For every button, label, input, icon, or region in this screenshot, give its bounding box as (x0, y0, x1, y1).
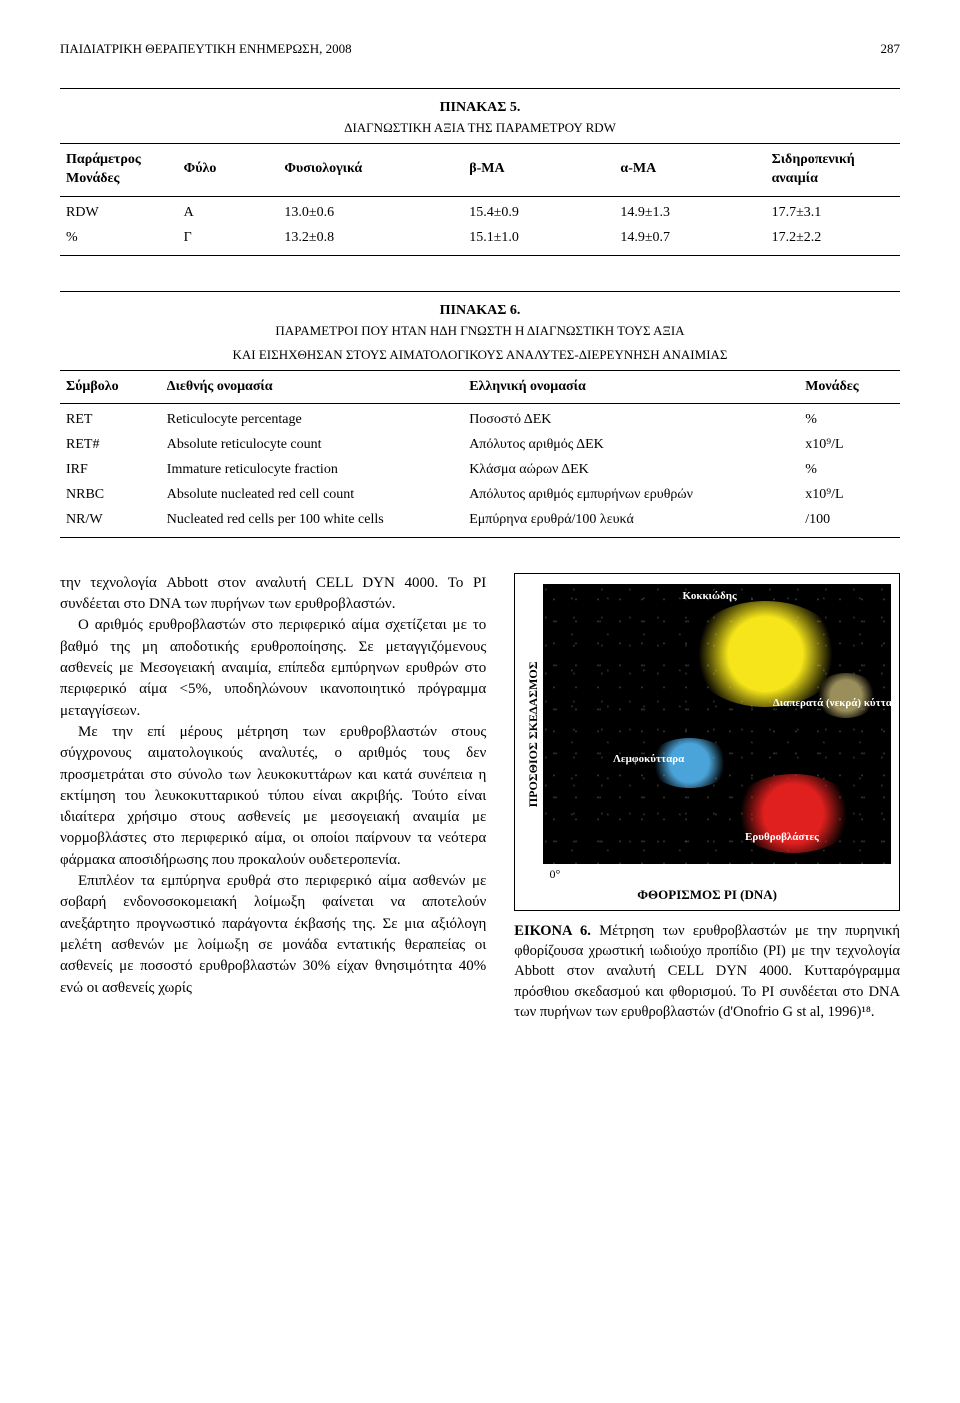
cluster-label-permeable: Διαπερατά (νεκρά) κύτταρα (773, 696, 891, 711)
rule (60, 143, 900, 144)
td: % (799, 458, 900, 483)
table-6: ΠΙΝΑΚΑΣ 6. ΠΑΡΑΜΕΤΡΟΙ ΠΟΥ ΗΤΑΝ ΗΔΗ ΓΝΩΣΤ… (60, 291, 900, 538)
td: Εμπύρηνα ερυθρά/100 λευκά (463, 508, 799, 533)
td: x10⁹/L (799, 433, 900, 458)
th: Φύλο (178, 148, 279, 192)
td: Α (178, 201, 279, 226)
table-5-grid: Παράμετρος Μονάδες Φύλο Φυσιολογικά β-ΜΑ… (60, 148, 900, 192)
table-5-title: ΠΙΝΑΚΑΣ 5. (60, 99, 900, 118)
paragraph: Με την επί μέρους μέτρηση των ερυθροβλασ… (60, 722, 486, 871)
journal-title: ΠΑΙΔΙΑΤΡΙΚΗ ΘΕΡΑΠΕΥΤΙΚΗ ΕΝΗΜΕΡΩΣΗ, 2008 (60, 40, 352, 58)
td: IRF (60, 458, 161, 483)
table-6-subtitle-2: ΚΑΙ ΕΙΣΗΧΘΗΣΑΝ ΣΤΟΥΣ ΑΙΜΑΤΟΛΟΓΙΚΟΥΣ ΑΝΑΛ… (60, 346, 900, 364)
td: RDW (60, 201, 178, 226)
table-row: RDW Α 13.0±0.6 15.4±0.9 14.9±1.3 17.7±3.… (60, 201, 900, 226)
page-header: ΠΑΙΔΙΑΤΡΙΚΗ ΘΕΡΑΠΕΥΤΙΚΗ ΕΝΗΜΕΡΩΣΗ, 2008 … (60, 40, 900, 58)
rule (60, 255, 900, 256)
td: Nucleated red cells per 100 white cells (161, 508, 463, 533)
figure-6-caption-lead: ΕΙΚΟΝΑ 6. (514, 923, 591, 939)
table-row: % Γ 13.2±0.8 15.1±1.0 14.9±0.7 17.2±2.2 (60, 226, 900, 251)
th: β-ΜΑ (463, 148, 614, 192)
paragraph: Ο αριθμός ερυθροβλαστών στο περιφερικό α… (60, 615, 486, 721)
td: 13.2±0.8 (278, 226, 463, 251)
cluster-label-erythroblasts: Ερυθροβλάστες (745, 830, 819, 845)
cluster-label-lymphocytes: Λεμφοκύτταρα (613, 752, 684, 767)
td: 14.9±0.7 (614, 226, 765, 251)
table-row: NR/W Nucleated red cells per 100 white c… (60, 508, 900, 533)
td: Absolute reticulocyte count (161, 433, 463, 458)
td: /100 (799, 508, 900, 533)
td: Ποσοστό ΔΕΚ (463, 408, 799, 433)
td: Reticulocyte percentage (161, 408, 463, 433)
rule (60, 370, 900, 371)
table-row: Παράμετρος Μονάδες Φύλο Φυσιολογικά β-ΜΑ… (60, 148, 900, 192)
body-text: την τεχνολογία Abbott στον αναλυτή CELL … (60, 573, 486, 1022)
rule (60, 291, 900, 292)
td: 15.4±0.9 (463, 201, 614, 226)
th: Φυσιολογικά (278, 148, 463, 192)
table-6-subtitle-1: ΠΑΡΑΜΕΤΡΟΙ ΠΟΥ ΗΤΑΝ ΗΔΗ ΓΝΩΣΤΗ Η ΔΙΑΓΝΩΣ… (60, 322, 900, 340)
figure-column: ΠΡΟΣΘΙΟΣ ΣΚΕΔΑΣΜΟΣ Κοκκιώδης Διαπερατά (ν… (514, 573, 900, 1022)
rule (60, 537, 900, 538)
td: Absolute nucleated red cell count (161, 483, 463, 508)
td: x10⁹/L (799, 483, 900, 508)
td: Κλάσμα αώρων ΔΕΚ (463, 458, 799, 483)
rule (60, 88, 900, 89)
td: 14.9±1.3 (614, 201, 765, 226)
td: Immature reticulocyte fraction (161, 458, 463, 483)
figure-6-frame: ΠΡΟΣΘΙΟΣ ΣΚΕΔΑΣΜΟΣ Κοκκιώδης Διαπερατά (ν… (514, 573, 900, 911)
table-row: NRBC Absolute nucleated red cell count Α… (60, 483, 900, 508)
td: 13.0±0.6 (278, 201, 463, 226)
table-6-grid: Σύμβολο Διεθνής ονομασία Ελληνική ονομασ… (60, 375, 900, 400)
cluster-label-granular: Κοκκιώδης (682, 589, 736, 604)
th: Ελληνική ονομασία (463, 375, 799, 400)
table-row: IRF Immature reticulocyte fraction Κλάσμ… (60, 458, 900, 483)
table-row: RET# Absolute reticulocyte count Απόλυτο… (60, 433, 900, 458)
table-row: RET Reticulocyte percentage Ποσοστό ΔΕΚ … (60, 408, 900, 433)
table-5-body: RDW Α 13.0±0.6 15.4±0.9 14.9±1.3 17.7±3.… (60, 201, 900, 251)
td: % (60, 226, 178, 251)
figure-6-scatter: Κοκκιώδης Διαπερατά (νεκρά) κύτταρα Λεμφοκ… (543, 584, 891, 864)
figure-6-caption: ΕΙΚΟΝΑ 6. Μέτρηση των ερυθροβλαστών με τ… (514, 921, 900, 1022)
td: Γ (178, 226, 279, 251)
th: Παράμετρος Μονάδες (60, 148, 178, 192)
table-row: Σύμβολο Διεθνής ονομασία Ελληνική ονομασ… (60, 375, 900, 400)
table-6-title: ΠΙΝΑΚΑΣ 6. (60, 302, 900, 321)
figure-6-zero: 0° (549, 866, 891, 882)
td: NR/W (60, 508, 161, 533)
td: % (799, 408, 900, 433)
rule (60, 196, 900, 197)
td: RET# (60, 433, 161, 458)
td: 17.2±2.2 (766, 226, 900, 251)
th: Διεθνής ονομασία (161, 375, 463, 400)
paragraph: Επιπλέον τα εμπύρηνα ερυθρά στο περιφερι… (60, 871, 486, 999)
table-6-body: RET Reticulocyte percentage Ποσοστό ΔΕΚ … (60, 408, 900, 532)
table-5-subtitle: ΔΙΑΓΝΩΣΤΙΚΗ ΑΞΙΑ ΤΗΣ ΠΑΡΑΜΕΤΡΟΥ RDW (60, 119, 900, 137)
td: Απόλυτος αριθμός ΔΕΚ (463, 433, 799, 458)
figure-6-ylabel: ΠΡΟΣΘΙΟΣ ΣΚΕΔΑΣΜΟΣ (523, 584, 543, 884)
table-5: ΠΙΝΑΚΑΣ 5. ΔΙΑΓΝΩΣΤΙΚΗ ΑΞΙΑ ΤΗΣ ΠΑΡΑΜΕΤΡ… (60, 88, 900, 256)
td: 17.7±3.1 (766, 201, 900, 226)
th: Σύμβολο (60, 375, 161, 400)
th: Σιδηροπενική αναιμία (766, 148, 900, 192)
th: α-ΜΑ (614, 148, 765, 192)
figure-6-xlabel: ΦΘΟΡΙΣΜΟΣ PI (DNA) (523, 884, 891, 908)
td: Απόλυτος αριθμός εμπυρήνων ερυθρών (463, 483, 799, 508)
td: RET (60, 408, 161, 433)
paragraph: την τεχνολογία Abbott στον αναλυτή CELL … (60, 573, 486, 616)
rule (60, 403, 900, 404)
td: NRBC (60, 483, 161, 508)
th: Μονάδες (799, 375, 900, 400)
body-columns: την τεχνολογία Abbott στον αναλυτή CELL … (60, 573, 900, 1022)
td: 15.1±1.0 (463, 226, 614, 251)
page-number: 287 (881, 40, 901, 58)
